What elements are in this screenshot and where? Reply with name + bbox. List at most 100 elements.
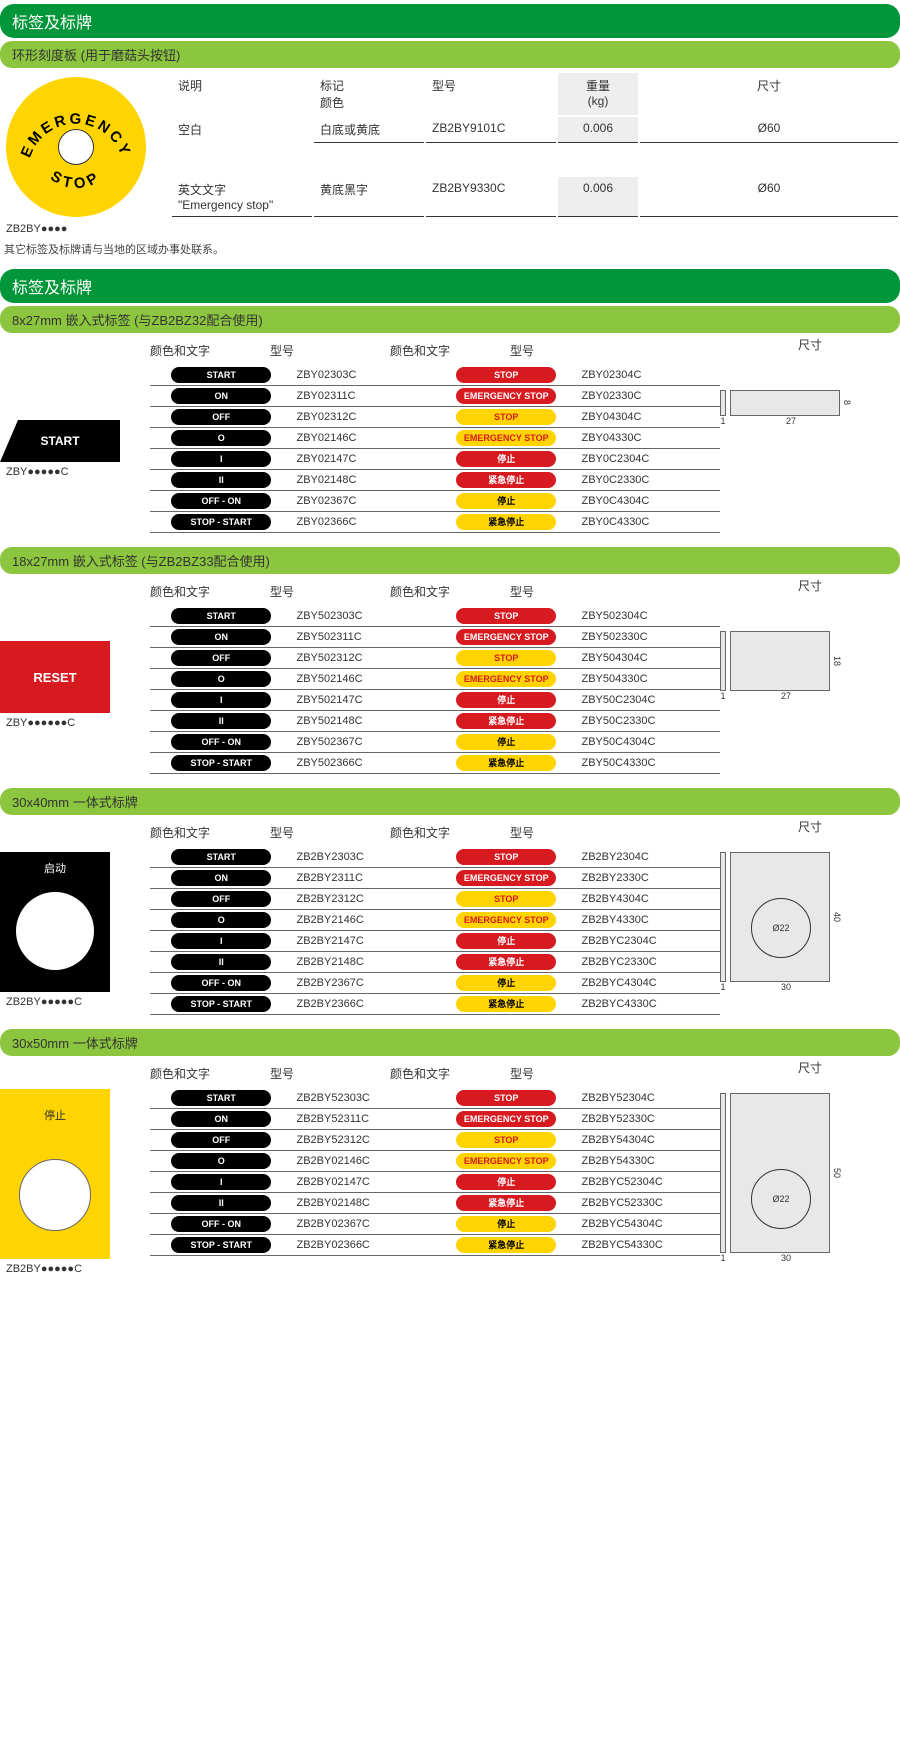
color-pill: STOP	[456, 1132, 556, 1148]
table-row: OFFZBY502312CSTOPZBY504304C	[150, 648, 720, 669]
model-cell: ZBY50C2330C	[578, 711, 721, 732]
color-pill: OFF	[171, 650, 271, 666]
hdr-model: 型号	[426, 73, 556, 115]
color-pill: O	[171, 671, 271, 687]
s3-h-size: 尺寸	[720, 577, 900, 601]
hdr-mark: 标记 颜色	[314, 73, 424, 115]
table-row: STARTZBY02303CSTOPZBY02304C	[150, 365, 720, 386]
s5-h-c1: 颜色和文字	[150, 1065, 270, 1082]
model-cell: ZBY04330C	[578, 428, 721, 449]
table-row: IZB2BY2147C停止ZB2BYC2304C	[150, 931, 720, 952]
model-cell: ZB2BY2366C	[293, 994, 436, 1015]
model-cell: ZBY502311C	[293, 627, 436, 648]
table-row: OFF - ONZBY02367C停止ZBY0C4304C	[150, 491, 720, 512]
color-pill: EMERGENCY STOP	[456, 870, 556, 886]
color-pill: EMERGENCY STOP	[456, 1153, 556, 1169]
color-pill: EMERGENCY STOP	[456, 671, 556, 687]
model-cell: ZB2BY2148C	[293, 952, 436, 973]
r1-size: Ø60	[640, 117, 898, 143]
color-pill: II	[171, 1195, 271, 1211]
table-row: ONZB2BY52311CEMERGENCY STOPZB2BY52330C	[150, 1109, 720, 1130]
table-row: IIZBY02148C紧急停止ZBY0C2330C	[150, 470, 720, 491]
color-pill: I	[171, 1174, 271, 1190]
color-pill: 紧急停止	[456, 1195, 556, 1211]
color-pill: 停止	[456, 975, 556, 991]
model-cell: ZBY502146C	[293, 669, 436, 690]
section5-subtitle: 30x50mm 一体式标牌	[0, 1029, 900, 1056]
table-row: STARTZB2BY2303CSTOPZB2BY2304C	[150, 847, 720, 868]
color-pill: STOP	[456, 409, 556, 425]
table-row: OFF - ONZBY502367C停止ZBY50C4304C	[150, 732, 720, 753]
reset-tag-icon: RESET	[0, 641, 110, 713]
model-cell: ZBY02367C	[293, 491, 436, 512]
model-cell: ZB2BY2147C	[293, 931, 436, 952]
table-row: STARTZBY502303CSTOPZBY502304C	[150, 606, 720, 627]
color-pill: OFF - ON	[171, 734, 271, 750]
svg-text:EMERGENCY: EMERGENCY	[18, 111, 135, 160]
model-cell: ZB2BY02366C	[293, 1235, 436, 1256]
model-cell: ZB2BY02146C	[293, 1151, 436, 1172]
table-row: OFFZB2BY52312CSTOPZB2BY54304C	[150, 1130, 720, 1151]
model-cell: ZBY502330C	[578, 627, 721, 648]
color-pill: OFF - ON	[171, 493, 271, 509]
color-pill: 紧急停止	[456, 1237, 556, 1253]
dim-30x50: 1 Ø22 50 30	[720, 1093, 900, 1263]
color-pill: EMERGENCY STOP	[456, 430, 556, 446]
s2-h-c2: 颜色和文字	[390, 342, 510, 359]
plate-3040-icon: 启动	[0, 852, 110, 992]
color-pill: 紧急停止	[456, 514, 556, 530]
color-pill: EMERGENCY STOP	[456, 629, 556, 645]
model-cell: ZBY502366C	[293, 753, 436, 774]
section4-table: STARTZB2BY2303CSTOPZB2BY2304CONZB2BY2311…	[150, 847, 720, 1015]
color-pill: O	[171, 912, 271, 928]
s2-h-m1: 型号	[270, 342, 390, 359]
model-cell: ZB2BYC54304C	[578, 1214, 721, 1235]
s3-h-m2: 型号	[510, 583, 630, 600]
svg-text:STOP: STOP	[48, 168, 105, 193]
color-pill: STOP - START	[171, 996, 271, 1012]
model-cell: ZB2BY54304C	[578, 1130, 721, 1151]
section3-subtitle: 18x27mm 嵌入式标签 (与ZB2BZ33配合使用)	[0, 547, 900, 574]
color-pill: O	[171, 430, 271, 446]
hdr-size: 尺寸	[640, 73, 898, 115]
model-cell: ZBY502304C	[578, 606, 721, 627]
s5-h-m2: 型号	[510, 1065, 630, 1082]
table-row: STARTZB2BY52303CSTOPZB2BY52304C	[150, 1088, 720, 1109]
model-cell: ZB2BY54330C	[578, 1151, 721, 1172]
r2-desc: 英文文字 "Emergency stop"	[172, 177, 312, 217]
table-row: IIZB2BY2148C紧急停止ZB2BYC2330C	[150, 952, 720, 973]
s4-h-m1: 型号	[270, 824, 390, 841]
thumb-label-5: ZB2BY●●●●●C	[6, 1263, 150, 1275]
model-cell: ZB2BY4304C	[578, 889, 721, 910]
color-pill: 紧急停止	[456, 472, 556, 488]
plate-3050-icon: 停止	[0, 1089, 110, 1259]
color-pill: 紧急停止	[456, 996, 556, 1012]
table-row: STOP - STARTZB2BY02366C紧急停止ZB2BYC54330C	[150, 1235, 720, 1256]
table-row: STOP - STARTZBY502366C紧急停止ZBY50C4330C	[150, 753, 720, 774]
table-row: II ZB2BY02148C 紧急停止 ZB2BYC52330C	[150, 1193, 720, 1214]
color-pill: I	[171, 933, 271, 949]
color-pill: OFF	[171, 409, 271, 425]
table-row: IZBY502147C停止ZBY50C2304C	[150, 690, 720, 711]
table-row: IZB2BY02147C停止ZB2BYC52304C	[150, 1172, 720, 1193]
model-cell: ZB2BY02367C	[293, 1214, 436, 1235]
color-pill: START	[171, 367, 271, 383]
hdr-desc: 说明	[172, 73, 312, 115]
model-cell: ZB2BYC52330C	[578, 1193, 721, 1214]
model-cell: ZBY502303C	[293, 606, 436, 627]
s4-h-c2: 颜色和文字	[390, 824, 510, 841]
table-row: STOP - STARTZBY02366C紧急停止ZBY0C4330C	[150, 512, 720, 533]
color-pill: STOP	[456, 608, 556, 624]
table-row: STOP - STARTZB2BY2366C紧急停止ZB2BYC4330C	[150, 994, 720, 1015]
model-cell: ZB2BY2146C	[293, 910, 436, 931]
color-pill: 紧急停止	[456, 713, 556, 729]
table-row: OFF - ONZB2BY02367C停止ZB2BYC54304C	[150, 1214, 720, 1235]
color-pill: 停止	[456, 493, 556, 509]
color-pill: STOP	[456, 650, 556, 666]
section2-table: STARTZBY02303CSTOPZBY02304CONZBY02311CEM…	[150, 365, 720, 533]
s2-h-c1: 颜色和文字	[150, 342, 270, 359]
color-pill: STOP	[456, 1090, 556, 1106]
emergency-stop-icon: EMERGENCY STOP	[6, 77, 146, 217]
model-cell: ZB2BY02148C	[293, 1193, 436, 1214]
model-cell: ZBY02147C	[293, 449, 436, 470]
